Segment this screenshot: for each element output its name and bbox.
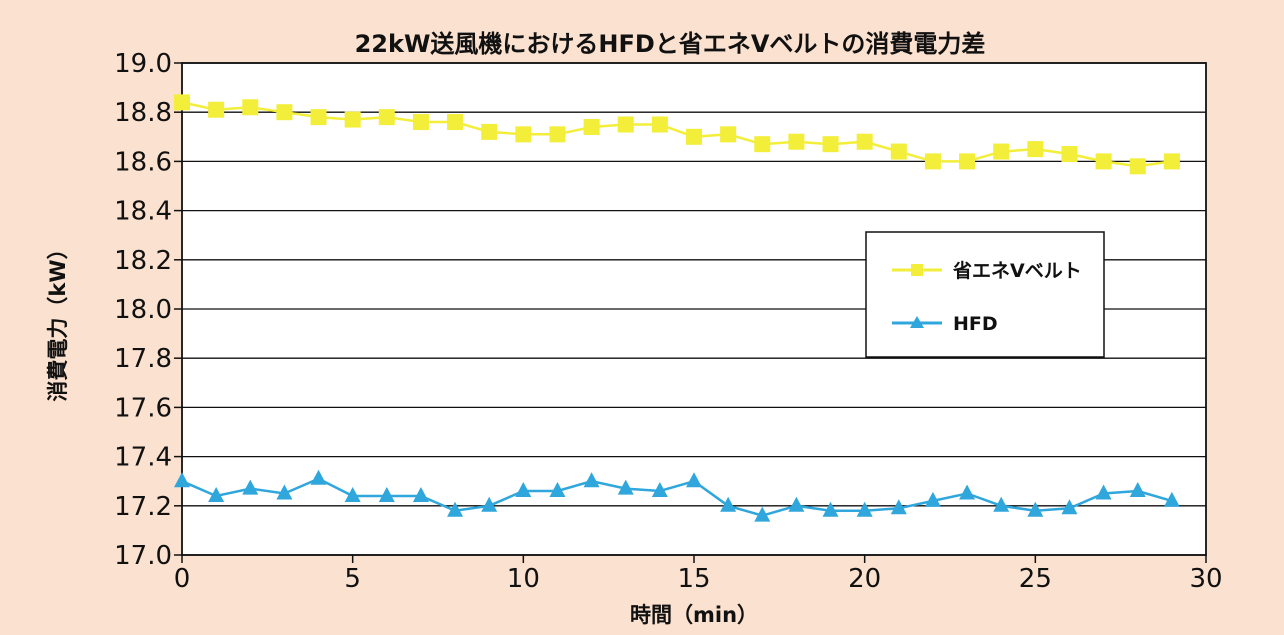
hfd-point bbox=[378, 486, 395, 502]
vbelt-point bbox=[412, 114, 429, 131]
hfd-point bbox=[344, 486, 361, 502]
hfd-point bbox=[549, 482, 566, 498]
hfd-point bbox=[1129, 482, 1146, 498]
vbelt-point bbox=[1129, 158, 1146, 175]
y-tick-label: 18.8 bbox=[114, 98, 172, 128]
vbelt-point bbox=[993, 143, 1010, 160]
vbelt-point bbox=[1027, 141, 1044, 158]
hfd-point bbox=[856, 501, 873, 517]
series-line-hfd bbox=[181, 477, 1173, 517]
hfd-point bbox=[993, 496, 1010, 512]
vbelt-point bbox=[242, 99, 259, 116]
hfd-point bbox=[208, 486, 225, 502]
y-tick-label: 17.2 bbox=[114, 492, 172, 522]
legend-marker-vbelt bbox=[911, 264, 923, 276]
vbelt-point bbox=[617, 116, 634, 133]
vbelt-point bbox=[651, 116, 668, 133]
y-tick-label: 17.4 bbox=[114, 443, 172, 473]
hfd-point bbox=[583, 472, 600, 488]
hfd-point bbox=[1061, 499, 1078, 515]
hfd-point bbox=[959, 484, 976, 500]
vbelt-point bbox=[720, 126, 737, 143]
y-tick-label: 19.0 bbox=[114, 49, 172, 79]
legend-label-vbelt: 省エネVベルト bbox=[952, 260, 1082, 282]
vbelt-point bbox=[856, 133, 873, 150]
y-tick-label: 17.8 bbox=[114, 344, 172, 374]
x-tick-label: 25 bbox=[1019, 564, 1052, 594]
vbelt-point bbox=[276, 104, 293, 121]
hfd-point bbox=[515, 482, 532, 498]
hfd-point bbox=[1163, 491, 1180, 507]
x-tick-label: 0 bbox=[174, 564, 191, 594]
vbelt-point bbox=[208, 101, 225, 118]
vbelt-point bbox=[788, 133, 805, 150]
hfd-point bbox=[686, 472, 702, 488]
vbelt-point bbox=[1095, 153, 1112, 170]
hfd-point bbox=[924, 491, 941, 507]
legend-marker-hfd bbox=[910, 316, 924, 328]
y-tick-label: 18.2 bbox=[114, 246, 172, 276]
hfd-point bbox=[617, 479, 634, 495]
hfd-point bbox=[788, 496, 805, 512]
vbelt-point bbox=[515, 126, 532, 143]
hfd-point bbox=[412, 486, 429, 502]
hfd-point bbox=[276, 484, 293, 500]
y-tick-label: 18.0 bbox=[114, 295, 172, 325]
legend-box bbox=[865, 231, 1105, 358]
y-tick-label: 18.6 bbox=[114, 147, 172, 177]
hfd-point bbox=[822, 501, 839, 517]
vbelt-point bbox=[174, 94, 190, 111]
y-axis-label: 消費電力（kW） bbox=[46, 238, 70, 401]
hfd-point bbox=[481, 496, 498, 512]
legend: 省エネVベルト HFD bbox=[865, 231, 1105, 358]
vbelt-point bbox=[344, 111, 361, 128]
x-tick-label: 5 bbox=[344, 564, 361, 594]
plot-frame bbox=[181, 62, 1207, 556]
vbelt-point bbox=[686, 128, 702, 145]
vbelt-point bbox=[890, 143, 907, 160]
hfd-point bbox=[651, 482, 668, 498]
x-tick-label: 30 bbox=[1189, 564, 1222, 594]
x-tick-label: 20 bbox=[848, 564, 881, 594]
vbelt-point bbox=[549, 126, 566, 143]
x-tick-label: 15 bbox=[677, 564, 710, 594]
hfd-point bbox=[242, 479, 259, 495]
vbelt-point bbox=[481, 123, 498, 140]
vbelt-point bbox=[924, 153, 941, 170]
vbelt-point bbox=[1061, 146, 1078, 163]
vbelt-point bbox=[1163, 153, 1180, 170]
y-tick-label: 17.6 bbox=[114, 393, 172, 423]
hfd-point bbox=[890, 499, 907, 515]
hfd-point bbox=[174, 472, 190, 488]
vbelt-point bbox=[959, 153, 976, 170]
vbelt-point bbox=[378, 109, 395, 126]
vbelt-point bbox=[822, 136, 839, 153]
vbelt-point bbox=[447, 114, 464, 131]
hfd-point bbox=[754, 506, 771, 522]
x-axis-label: 時間（min） bbox=[630, 603, 758, 627]
vbelt-point bbox=[310, 109, 327, 126]
x-tick-label: 10 bbox=[507, 564, 540, 594]
hfd-point bbox=[310, 469, 327, 485]
hfd-point bbox=[1095, 484, 1112, 500]
hfd-point bbox=[1027, 501, 1044, 517]
y-tick-label: 18.4 bbox=[114, 197, 172, 227]
chart-title: 22kW送風機におけるHFDと省エネVベルトの消費電力差 bbox=[355, 30, 986, 58]
legend-label-hfd: HFD bbox=[953, 313, 998, 335]
hfd-point bbox=[720, 496, 737, 512]
y-tick-label: 17.0 bbox=[114, 541, 172, 571]
vbelt-point bbox=[583, 118, 600, 135]
vbelt-point bbox=[754, 136, 771, 153]
hfd-point bbox=[447, 501, 464, 517]
